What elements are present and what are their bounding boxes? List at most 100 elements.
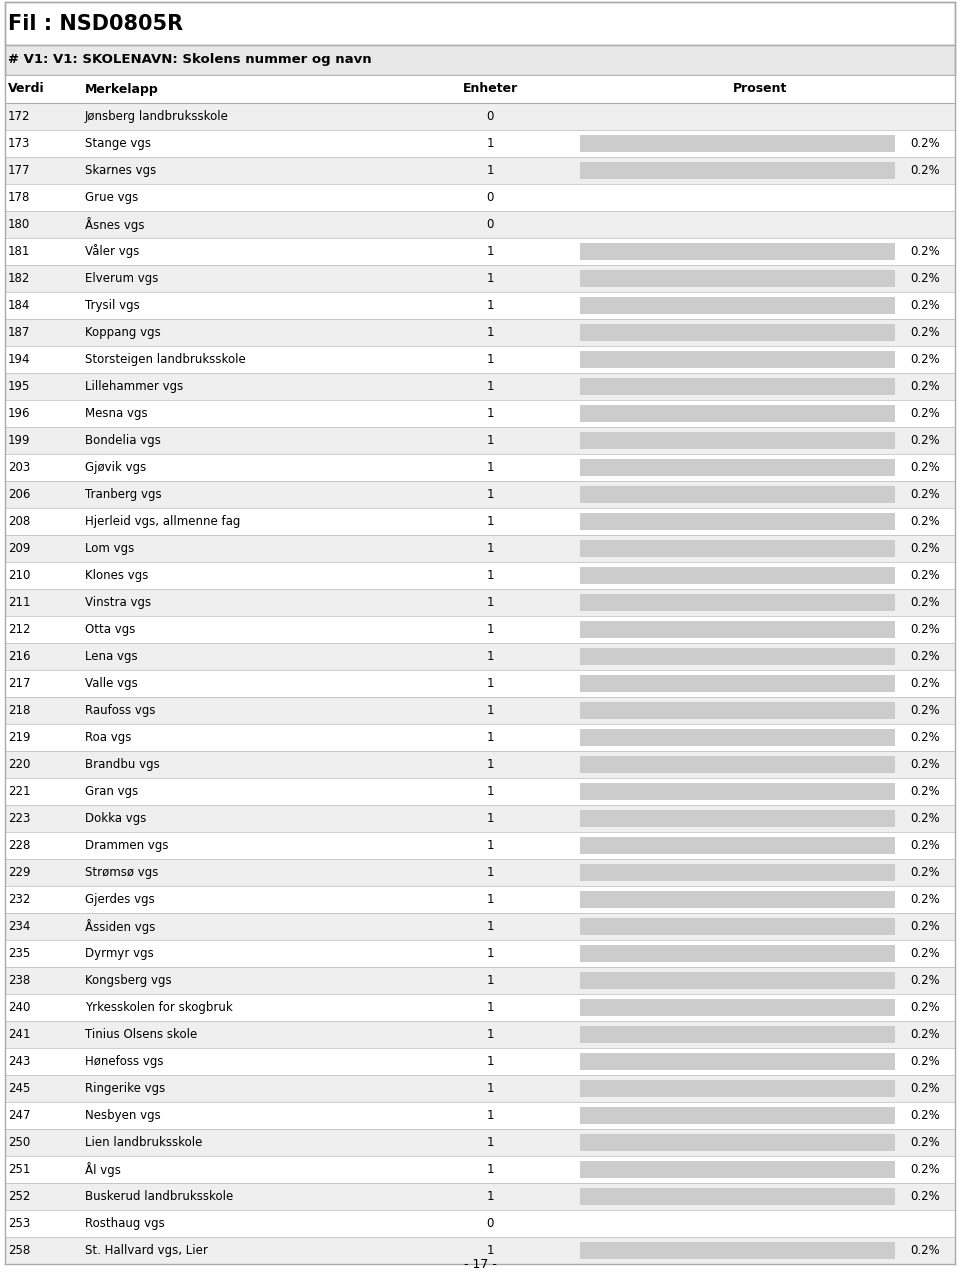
Text: Jønsberg landbruksskole: Jønsberg landbruksskole [85,110,228,123]
Text: Brandbu vgs: Brandbu vgs [85,758,159,770]
Bar [5,589,955,616]
Text: 1: 1 [487,731,493,743]
Bar [5,1156,955,1183]
Text: 0.2%: 0.2% [910,650,940,663]
Text: 0.2%: 0.2% [910,461,940,474]
Text: 0.2%: 0.2% [910,731,940,743]
Bar [5,372,955,401]
Text: 0.2%: 0.2% [910,704,940,716]
Text: 0.2%: 0.2% [910,542,940,555]
Text: Drammen vgs: Drammen vgs [85,838,169,853]
Text: Dyrmyr vgs: Dyrmyr vgs [85,948,154,960]
Text: Vinstra vgs: Vinstra vgs [85,596,151,609]
Text: 0.2%: 0.2% [910,272,940,285]
Bar [580,675,895,692]
Text: 182: 182 [8,272,31,285]
Text: 216: 216 [8,650,31,663]
Bar [580,568,895,584]
Text: 1: 1 [487,1082,493,1095]
Bar [580,1162,895,1177]
Text: 0.2%: 0.2% [910,1055,940,1068]
Text: 0.2%: 0.2% [910,515,940,528]
Bar [580,972,895,989]
Text: Roa vgs: Roa vgs [85,731,132,743]
Text: Valle vgs: Valle vgs [85,677,137,690]
Text: # V1: V1: SKOLENAVN: Skolens nummer og navn: # V1: V1: SKOLENAVN: Skolens nummer og n… [8,54,372,67]
Text: 0.2%: 0.2% [910,434,940,447]
Text: 0: 0 [487,1217,493,1230]
Text: 1: 1 [487,434,493,447]
Text: 1: 1 [487,623,493,636]
Text: Gran vgs: Gran vgs [85,785,138,797]
Bar [5,157,955,184]
Bar [580,1026,895,1043]
Bar [5,859,955,886]
Text: 195: 195 [8,380,31,393]
Bar [5,805,955,832]
Text: 1: 1 [487,164,493,177]
Text: 243: 243 [8,1055,31,1068]
Bar [5,967,955,994]
Text: 210: 210 [8,569,31,582]
Text: 208: 208 [8,515,31,528]
Text: 1: 1 [487,704,493,716]
Text: 1: 1 [487,1163,493,1176]
Text: Mesna vgs: Mesna vgs [85,407,148,420]
Text: 184: 184 [8,299,31,312]
Bar [580,487,895,502]
Bar [580,729,895,746]
Bar [5,130,955,157]
Text: 217: 217 [8,677,31,690]
Text: 232: 232 [8,892,31,907]
Bar [580,162,895,178]
Text: 212: 212 [8,623,31,636]
Text: 1: 1 [487,407,493,420]
Text: 0.2%: 0.2% [910,326,940,339]
Text: 1: 1 [487,461,493,474]
Text: 187: 187 [8,326,31,339]
Text: 1: 1 [487,948,493,960]
Text: 0.2%: 0.2% [910,892,940,907]
Text: 1: 1 [487,515,493,528]
Text: Otta vgs: Otta vgs [85,623,135,636]
Bar [5,1075,955,1102]
Text: Raufoss vgs: Raufoss vgs [85,704,156,716]
Bar [5,1102,955,1129]
Text: 0.2%: 0.2% [910,623,940,636]
Text: 1: 1 [487,569,493,582]
Bar [5,265,955,291]
Bar [5,670,955,697]
Text: 1: 1 [487,677,493,690]
Text: 0.2%: 0.2% [910,245,940,258]
Bar [5,291,955,318]
Bar [580,783,895,800]
Bar [5,401,955,428]
Text: 1: 1 [487,1028,493,1041]
Bar [5,1183,955,1210]
Bar [580,756,895,773]
Text: 219: 219 [8,731,31,743]
Bar [5,886,955,913]
Text: 203: 203 [8,461,31,474]
Text: 0: 0 [487,191,493,204]
Text: 229: 229 [8,865,31,880]
Text: 0.2%: 0.2% [910,488,940,501]
Bar [5,3,955,45]
Bar [580,648,895,665]
Bar [5,238,955,265]
Bar [5,1021,955,1048]
Text: 178: 178 [8,191,31,204]
Text: 0.2%: 0.2% [910,677,940,690]
Text: 1: 1 [487,811,493,826]
Text: 1: 1 [487,1055,493,1068]
Text: Strømsø vgs: Strømsø vgs [85,865,158,880]
Bar [580,945,895,962]
Bar [580,541,895,556]
Text: Merkelapp: Merkelapp [85,82,158,95]
Text: 1: 1 [487,921,493,933]
Text: Storsteigen landbruksskole: Storsteigen landbruksskole [85,353,246,366]
Text: 0.2%: 0.2% [910,921,940,933]
Bar [580,1107,895,1124]
Text: Klones vgs: Klones vgs [85,569,149,582]
Bar [5,1210,955,1236]
